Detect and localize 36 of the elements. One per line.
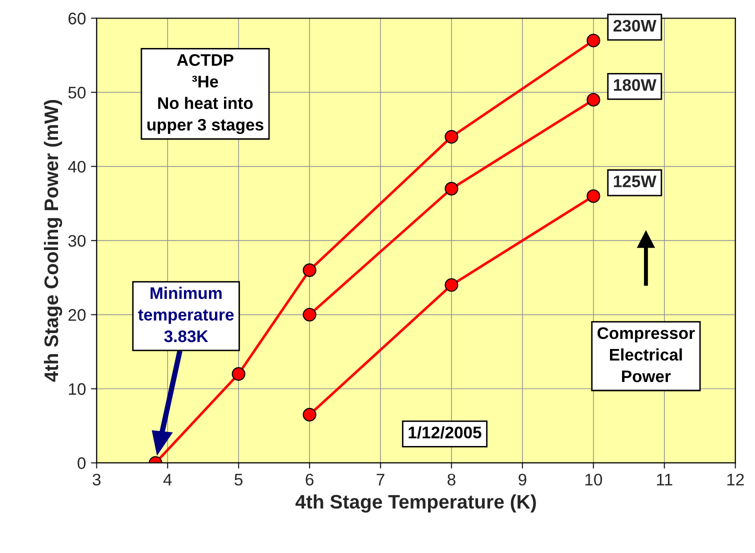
x-tick-label: 3 (92, 474, 101, 486)
point (444, 130, 458, 144)
annotation: ACTDP ³He No heat into upper 3 stages (147, 54, 264, 134)
y-axis-title: 4th Stage Cooling Power (mW) (44, 100, 62, 382)
x-tick-label: 9 (518, 474, 526, 486)
point (586, 34, 600, 48)
series-label: 230W (613, 20, 656, 32)
y-tick-label: 0 (78, 457, 86, 470)
point (586, 189, 600, 203)
annotation: Minimum temperature 3.83K (138, 286, 234, 342)
x-tick-label: 10 (585, 474, 602, 486)
y-tick-label: 30 (68, 234, 86, 247)
series-label: 180W (614, 79, 656, 91)
y-tick-label: 60 (68, 12, 86, 24)
x-tick-label: 11 (657, 474, 672, 486)
x-tick-label: 8 (448, 474, 456, 486)
x-tick-label: 5 (234, 474, 243, 486)
point (302, 263, 316, 277)
point (444, 278, 458, 292)
point (302, 308, 316, 322)
x-tick-label: 6 (306, 474, 314, 486)
point (302, 408, 316, 422)
annotation: 1/12/2005 (408, 426, 482, 439)
series-label: 125W (614, 175, 656, 188)
y-tick-label: 20 (68, 309, 86, 321)
x-tick-label: 7 (376, 474, 384, 486)
y-tick-label: 40 (68, 160, 86, 173)
point (444, 182, 458, 196)
y-tick-label: 50 (68, 86, 86, 99)
annotation: Compressor Electrical Power (598, 327, 695, 382)
x-axis-title: 4th Stage Temperature (K) (295, 494, 536, 513)
x-tick-label: 12 (727, 474, 744, 486)
point (232, 367, 246, 381)
point (586, 92, 600, 107)
x-tick-label: 4 (163, 474, 172, 486)
y-tick-label: 10 (68, 383, 86, 395)
